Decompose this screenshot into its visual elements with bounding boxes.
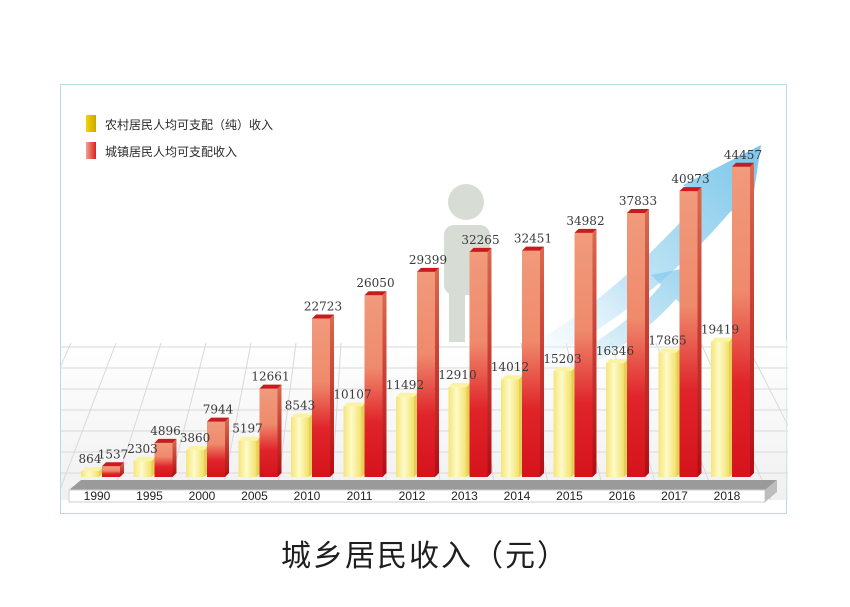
legend-label-rural: 农村居民人均可支配（纯）收入 bbox=[105, 118, 273, 132]
value-label-urban-2011: 26050 bbox=[356, 276, 394, 290]
x-tick-label-1990: 1990 bbox=[84, 489, 111, 503]
x-tick-label-2012: 2012 bbox=[399, 489, 426, 503]
x-tick-label-2014: 2014 bbox=[504, 489, 531, 503]
value-label-rural-2015: 15203 bbox=[543, 352, 581, 366]
legend-swatch-urban bbox=[86, 142, 96, 159]
bar-rural-2017 bbox=[658, 348, 681, 477]
legend-swatch-rural bbox=[86, 115, 96, 132]
bar-urban-2013 bbox=[469, 247, 492, 477]
bar-urban-1995 bbox=[154, 438, 177, 477]
legend-item-rural: 农村居民人均可支配（纯）收入 bbox=[86, 115, 273, 132]
value-label-urban-2014: 32451 bbox=[514, 232, 552, 246]
value-label-urban-2016: 37833 bbox=[619, 194, 657, 208]
value-label-rural-2005: 5197 bbox=[232, 422, 263, 436]
bar-urban-2011 bbox=[364, 291, 387, 477]
bar-rural-2016 bbox=[606, 358, 628, 477]
value-label-rural-2017: 17865 bbox=[648, 333, 686, 347]
value-label-rural-2014: 14012 bbox=[491, 360, 529, 374]
bar-rural-2010 bbox=[291, 413, 313, 477]
base-plate bbox=[68, 480, 777, 503]
legend-label-urban: 城镇居民人均可支配收入 bbox=[105, 145, 237, 159]
value-label-urban-1995: 4896 bbox=[150, 424, 181, 438]
x-axis-labels: 1990 1995 2000 2005 2010 2011 2012 2013 2014 2015… bbox=[84, 489, 741, 503]
x-tick-label-2000: 2000 bbox=[189, 489, 216, 503]
value-label-rural-2000: 3860 bbox=[180, 431, 211, 445]
value-label-rural-2010: 8543 bbox=[285, 398, 316, 412]
bar-rural-2000 bbox=[186, 446, 208, 477]
bar-urban-2016 bbox=[627, 209, 649, 477]
bar-urban-1990 bbox=[102, 462, 124, 477]
x-tick-label-2011: 2011 bbox=[347, 489, 373, 503]
bar-urban-2000 bbox=[207, 417, 229, 477]
bar-urban-2010 bbox=[312, 314, 334, 477]
value-label-rural-1990: 864 bbox=[79, 452, 102, 466]
value-label-rural-2011: 10107 bbox=[333, 387, 371, 401]
x-tick-label-2015: 2015 bbox=[556, 489, 583, 503]
bar-rural-2014 bbox=[501, 375, 523, 477]
x-tick-label-2010: 2010 bbox=[294, 489, 321, 503]
x-tick-label-2013: 2013 bbox=[451, 489, 478, 503]
x-tick-label-1995: 1995 bbox=[136, 489, 163, 503]
bar-rural-2012 bbox=[396, 392, 418, 477]
bar-urban-2005 bbox=[259, 384, 282, 477]
legend-item-urban: 城镇居民人均可支配收入 bbox=[86, 142, 237, 159]
value-label-urban-2017: 40973 bbox=[671, 172, 709, 186]
value-label-rural-2012: 11492 bbox=[386, 378, 424, 392]
value-label-rural-2016: 16346 bbox=[596, 344, 634, 358]
bar-rural-2011 bbox=[343, 402, 366, 477]
bar-rural-1990 bbox=[81, 466, 103, 477]
value-label-urban-2018: 44457 bbox=[724, 148, 762, 162]
value-label-urban-2012: 29399 bbox=[409, 253, 447, 267]
bars-layer bbox=[81, 162, 754, 477]
value-label-urban-2015: 34982 bbox=[566, 214, 604, 228]
bar-rural-1995 bbox=[133, 456, 156, 477]
bar-rural-2015 bbox=[553, 366, 576, 477]
bar-urban-2018 bbox=[732, 162, 754, 477]
x-tick-label-2018: 2018 bbox=[714, 489, 741, 503]
value-label-urban-2010: 22723 bbox=[304, 299, 342, 313]
bar-urban-2015 bbox=[574, 228, 597, 477]
value-label-rural-1995: 2303 bbox=[127, 442, 158, 456]
x-tick-label-2017: 2017 bbox=[661, 489, 688, 503]
bar-rural-2005 bbox=[238, 436, 261, 477]
value-label-urban-2000: 7944 bbox=[203, 403, 234, 417]
value-label-urban-1990: 1537 bbox=[98, 447, 129, 461]
value-label-urban-2013: 32265 bbox=[461, 233, 499, 247]
bar-urban-2017 bbox=[679, 187, 702, 477]
bar-urban-2014 bbox=[522, 246, 544, 477]
x-tick-label-2005: 2005 bbox=[241, 489, 268, 503]
bar-rural-2013 bbox=[448, 382, 471, 477]
bar-urban-2012 bbox=[417, 267, 439, 477]
x-tick-label-2016: 2016 bbox=[609, 489, 636, 503]
bar-rural-2018 bbox=[711, 337, 733, 477]
chart-frame: 农村居民人均可支配（纯）收入 城镇居民人均可支配收入 864 1537 2303 48… bbox=[60, 84, 788, 514]
value-label-urban-2005: 12661 bbox=[251, 370, 289, 384]
chart-caption: 城乡居民收入（元） bbox=[281, 539, 569, 574]
value-label-rural-2018: 19419 bbox=[701, 322, 739, 336]
value-label-rural-2013: 12910 bbox=[438, 368, 476, 382]
legend: 农村居民人均可支配（纯）收入 城镇居民人均可支配收入 bbox=[86, 115, 273, 159]
